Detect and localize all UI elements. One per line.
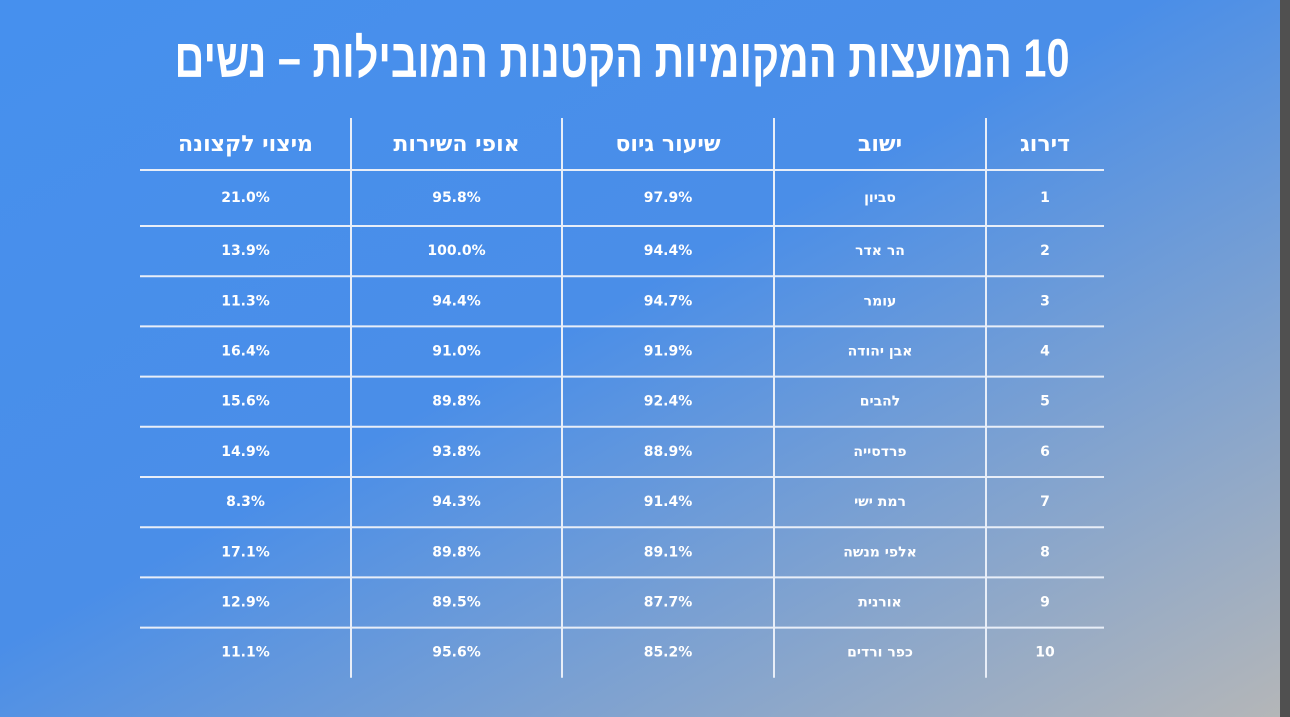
table-cell: אבן יהודה xyxy=(848,344,913,360)
column-header: אופי השירות xyxy=(393,132,519,157)
table-cell: 1 xyxy=(1040,190,1050,206)
table-cell: 91.4% xyxy=(644,494,693,510)
table: דירוג ישוב שיעור גיוס אופי השירות מיצוי לקצו… xyxy=(140,118,1104,678)
table-cell: 17.1% xyxy=(221,544,270,560)
table-cell: 7 xyxy=(1040,494,1050,510)
table-cell: 14.9% xyxy=(221,444,270,460)
table-cell: 94.3% xyxy=(432,494,481,510)
table-cell: 87.7% xyxy=(644,595,693,611)
table-cell: 16.4% xyxy=(221,344,270,360)
table-cell: 13.9% xyxy=(221,243,270,259)
table-cell: 94.4% xyxy=(644,243,693,259)
column-header: מיצוי לקצונה xyxy=(178,132,313,157)
table-cell: 100.0% xyxy=(427,243,485,259)
table-cell: 5 xyxy=(1040,394,1050,410)
table-cell: 3 xyxy=(1040,293,1050,309)
table-cell: 10 xyxy=(1035,645,1055,661)
table-cell: 91.9% xyxy=(644,344,693,360)
table-cell: 94.4% xyxy=(432,293,481,309)
table-cell: 95.6% xyxy=(432,645,481,661)
table-cell: 11.1% xyxy=(221,645,270,661)
table-cell: 8.3% xyxy=(226,494,265,510)
title: 10 המועצות המקומיות הקטנות המובילות – נש… xyxy=(175,28,1070,88)
table-cell: 8 xyxy=(1040,544,1050,560)
table-cell: 11.3% xyxy=(221,293,270,309)
column-header: ישוב xyxy=(858,132,902,157)
table-cell: אלפי מנשה xyxy=(843,544,917,560)
table-cell: 93.8% xyxy=(432,444,481,460)
column-header: דירוג xyxy=(1020,132,1070,157)
table-cell: 85.2% xyxy=(644,645,693,661)
table-cell: 91.0% xyxy=(432,344,481,360)
table-cell: סביון xyxy=(864,190,896,206)
table-cell: אורנית xyxy=(858,595,901,611)
table-cell: עומר xyxy=(864,293,897,309)
table-cell: רמת ישי xyxy=(854,494,906,510)
table-cell: 89.5% xyxy=(432,595,481,611)
table-cell: הר אדר xyxy=(855,243,905,259)
table-cell: 89.8% xyxy=(432,394,481,410)
table-cell: 2 xyxy=(1040,243,1050,259)
table-cell: 97.9% xyxy=(644,190,693,206)
table-cell: 15.6% xyxy=(221,394,270,410)
table-cell: להבים xyxy=(860,394,901,410)
table-cell: 12.9% xyxy=(221,595,270,611)
column-header: שיעור גיוס xyxy=(615,132,720,157)
table-cell: 4 xyxy=(1040,344,1050,360)
table-cell: פרדסייה xyxy=(853,444,906,460)
table-cell: 94.7% xyxy=(644,293,693,309)
table-cell: 21.0% xyxy=(221,190,270,206)
table-cell: 6 xyxy=(1040,444,1050,460)
edge xyxy=(1280,0,1290,717)
table-cell: 9 xyxy=(1040,595,1050,611)
table-cell: 88.9% xyxy=(644,444,693,460)
table-cell: כפר ורדים xyxy=(847,645,913,661)
table-cell: 92.4% xyxy=(644,394,693,410)
table-cell: 95.8% xyxy=(432,190,481,206)
table-cell: 89.8% xyxy=(432,544,481,560)
table-cell: 89.1% xyxy=(644,544,693,560)
